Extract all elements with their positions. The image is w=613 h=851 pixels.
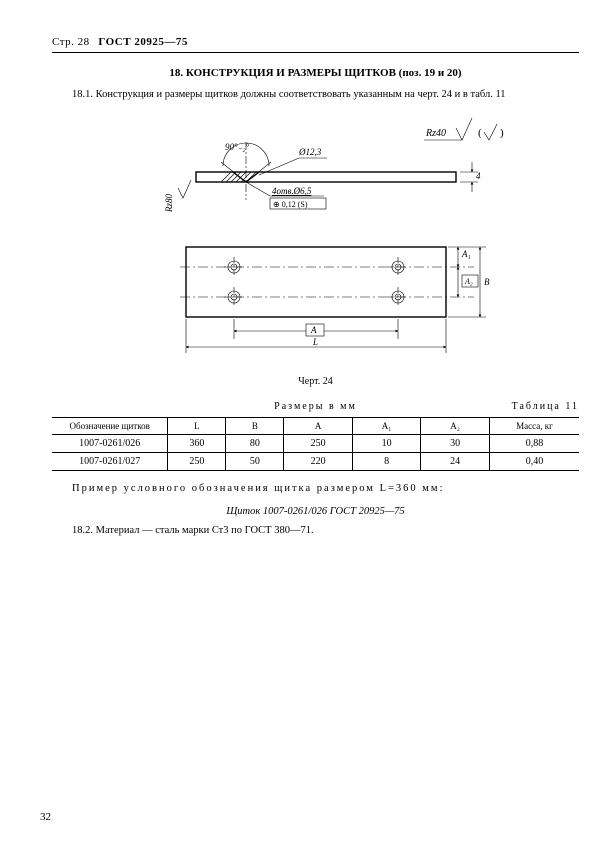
example-line1: Пример условного обозначения щитка разме… xyxy=(72,483,444,494)
table-cell: 0,40 xyxy=(489,453,579,471)
svg-text:A: A xyxy=(310,325,317,335)
example-designation: Щиток 1007-0261/026 ГОСТ 20925—75 xyxy=(52,506,579,517)
page-number-top: Стр. 28 xyxy=(52,36,90,48)
drawing-caption: Черт. 24 xyxy=(52,376,579,387)
gost-number: ГОСТ 20925—75 xyxy=(98,36,187,48)
table-cell: 8 xyxy=(352,453,421,471)
svg-text:4: 4 xyxy=(476,171,481,181)
table-cell: 0,88 xyxy=(489,435,579,453)
table-dim-label: Размеры в мм xyxy=(274,401,357,412)
para-18-1: 18.1. Конструкция и размеры щитков должн… xyxy=(52,89,579,100)
table-col-5: A₂ xyxy=(421,418,490,435)
para-18-2: 18.2. Материал — сталь марки Ст3 по ГОСТ… xyxy=(52,525,579,536)
table-cell: 30 xyxy=(421,435,490,453)
table-header-row: Обозначение щитковLBAA₁A₂Масса, кг xyxy=(52,418,579,435)
table-number: Таблица 11 xyxy=(512,401,579,412)
table-body: 1007-0261/0263608025010300,881007-0261/0… xyxy=(52,435,579,471)
table-cell: 24 xyxy=(421,453,490,471)
dimensions-table: Обозначение щитковLBAA₁A₂Масса, кг 1007-… xyxy=(52,417,579,471)
svg-text:A₁: A₁ xyxy=(461,249,471,259)
svg-text:⊕ 0,12 (S): ⊕ 0,12 (S) xyxy=(273,200,308,209)
svg-text:Rz40: Rz40 xyxy=(425,128,446,139)
table-col-1: L xyxy=(168,418,226,435)
svg-text:Ø12,3: Ø12,3 xyxy=(298,147,322,157)
table-cell: 250 xyxy=(168,453,226,471)
table-row: 1007-0261/0263608025010300,88 xyxy=(52,435,579,453)
table-col-4: A₁ xyxy=(352,418,421,435)
table-col-0: Обозначение щитков xyxy=(52,418,168,435)
svg-text:L: L xyxy=(312,337,318,347)
engineering-drawing: 90°₋₂° Ø12,3 4отв.Ø6,5 ⊕ 0,12 (S) 4 Rz40 () Rz8… xyxy=(116,112,516,372)
table-cell: 1007-0261/027 xyxy=(52,453,168,471)
svg-text:B: B xyxy=(484,277,490,287)
svg-text:A₂: A₂ xyxy=(464,277,473,286)
table-col-3: A xyxy=(284,418,353,435)
example-intro: Пример условного обозначения щитка разме… xyxy=(52,483,579,494)
svg-text:4отв.Ø6,5: 4отв.Ø6,5 xyxy=(272,186,312,196)
table-cell: 50 xyxy=(226,453,284,471)
svg-text:90°₋₂°: 90°₋₂° xyxy=(225,142,249,152)
page-header: Стр. 28 ГОСТ 20925—75 xyxy=(52,36,579,53)
table-col-6: Масса, кг xyxy=(489,418,579,435)
table-cell: 250 xyxy=(284,435,353,453)
page-number-bottom: 32 xyxy=(40,811,51,823)
table-cell: 10 xyxy=(352,435,421,453)
table-col-2: B xyxy=(226,418,284,435)
svg-text:Rz80: Rz80 xyxy=(164,194,174,214)
table-caption-row: Размеры в мм Таблица 11 xyxy=(52,401,579,415)
svg-text:(: ( xyxy=(478,127,482,139)
svg-text:): ) xyxy=(500,127,504,139)
page: Стр. 28 ГОСТ 20925—75 18. КОНСТРУКЦИЯ И … xyxy=(0,0,613,851)
table-cell: 220 xyxy=(284,453,353,471)
section-title: 18. КОНСТРУКЦИЯ И РАЗМЕРЫ ЩИТКОВ (поз. 1… xyxy=(52,67,579,79)
table-cell: 1007-0261/026 xyxy=(52,435,168,453)
drawing-area: 90°₋₂° Ø12,3 4отв.Ø6,5 ⊕ 0,12 (S) 4 Rz40 () Rz8… xyxy=(52,112,579,372)
table-row: 1007-0261/027250502208240,40 xyxy=(52,453,579,471)
table-cell: 360 xyxy=(168,435,226,453)
table-cell: 80 xyxy=(226,435,284,453)
